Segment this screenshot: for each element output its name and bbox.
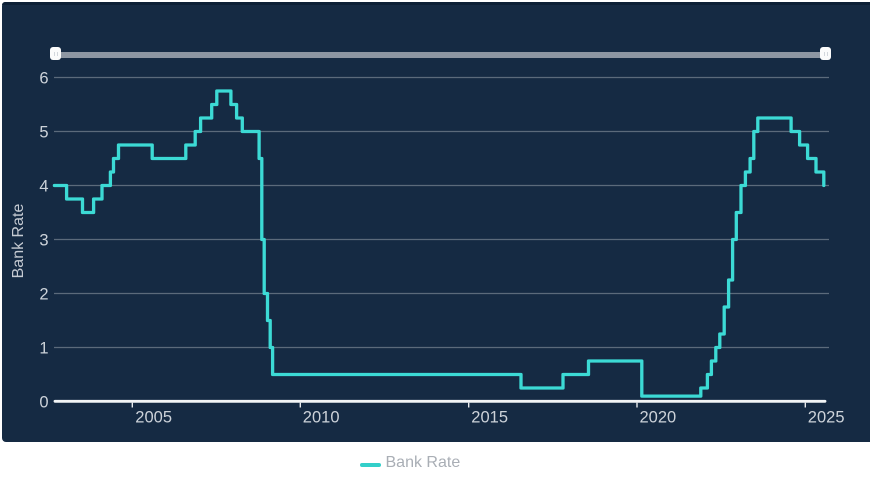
svg-text:5: 5 bbox=[39, 124, 48, 142]
svg-text:2015: 2015 bbox=[471, 409, 508, 427]
svg-text:4: 4 bbox=[39, 178, 48, 196]
svg-text:2010: 2010 bbox=[303, 409, 340, 427]
svg-text:2025: 2025 bbox=[808, 409, 845, 427]
svg-text:2: 2 bbox=[39, 286, 48, 304]
svg-text:Bank Rate: Bank Rate bbox=[10, 204, 27, 279]
svg-text:6: 6 bbox=[39, 70, 48, 88]
svg-text:1: 1 bbox=[39, 340, 48, 358]
svg-text:2020: 2020 bbox=[640, 409, 677, 427]
svg-text:2005: 2005 bbox=[135, 409, 172, 427]
svg-text:3: 3 bbox=[39, 232, 48, 250]
svg-text:0: 0 bbox=[39, 394, 48, 412]
